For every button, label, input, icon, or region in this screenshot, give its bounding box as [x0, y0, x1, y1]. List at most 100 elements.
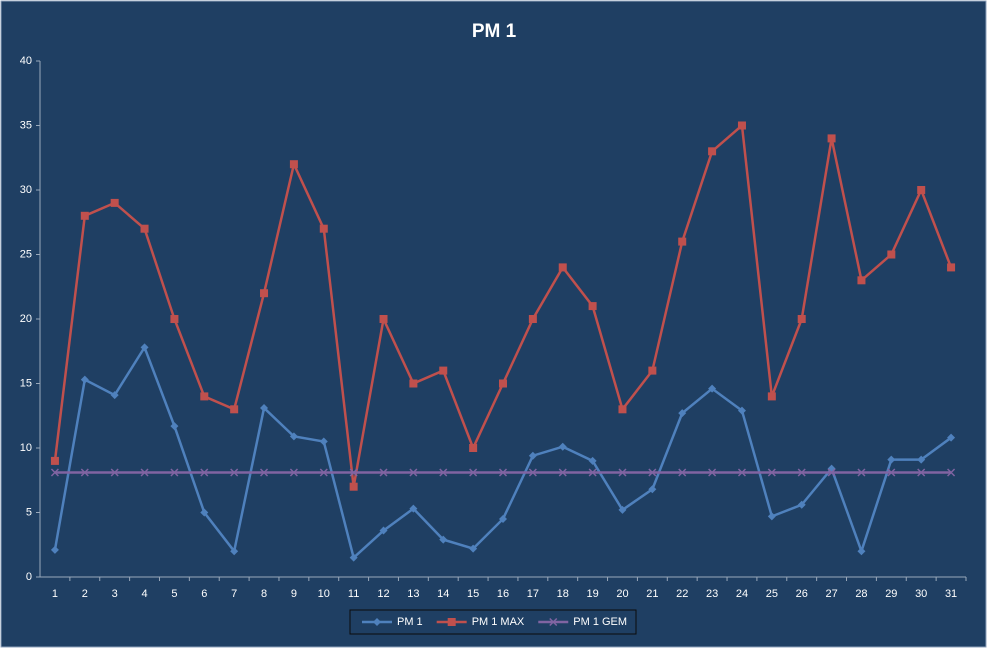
data-point — [260, 289, 269, 298]
data-point — [499, 379, 507, 388]
data-point — [80, 375, 89, 384]
data-point — [917, 186, 926, 194]
legend-label: PM 1 GEM — [573, 616, 627, 628]
y-tick-label: 5 — [26, 506, 32, 518]
data-point — [917, 468, 926, 477]
data-point — [110, 468, 119, 477]
data-point — [678, 237, 687, 246]
x-tick-label: 11 — [348, 588, 359, 600]
y-tick-label: 35 — [20, 119, 32, 131]
data-point — [558, 442, 567, 451]
data-point — [110, 198, 119, 207]
data-point — [887, 250, 896, 259]
data-point — [708, 468, 717, 477]
y-tick-label: 30 — [20, 184, 32, 196]
data-point — [708, 384, 717, 393]
data-point — [50, 456, 59, 465]
x-tick-label: 7 — [231, 588, 237, 600]
data-point — [528, 468, 537, 477]
legend-marker — [447, 618, 456, 626]
data-point — [618, 468, 627, 477]
data-point — [80, 211, 89, 220]
data-point — [648, 485, 657, 494]
data-point — [528, 451, 537, 460]
x-tick-label: 2 — [82, 588, 88, 600]
data-point — [588, 302, 597, 311]
data-point — [797, 315, 806, 323]
legend-marker — [373, 618, 381, 626]
data-point — [827, 134, 836, 143]
data-point — [200, 508, 209, 517]
data-point — [678, 409, 687, 418]
data-point — [708, 147, 717, 156]
data-point — [528, 315, 537, 323]
data-point — [349, 468, 358, 477]
x-tick-label: 3 — [112, 588, 118, 600]
y-tick-label: 15 — [20, 377, 32, 389]
data-point — [947, 468, 956, 477]
data-point — [588, 468, 597, 477]
legend-label: PM 1 MAX — [472, 616, 525, 628]
data-point — [648, 366, 657, 375]
x-tick-label: 30 — [915, 588, 927, 600]
data-point — [648, 468, 657, 477]
x-tick-label: 18 — [557, 588, 569, 600]
x-tick-label: 8 — [261, 588, 267, 600]
data-point — [439, 366, 448, 375]
data-point — [140, 343, 149, 352]
data-point — [379, 315, 388, 323]
data-point — [289, 160, 298, 169]
x-tick-label: 4 — [141, 588, 147, 600]
x-tick-label: 25 — [766, 588, 778, 600]
data-point — [857, 276, 866, 285]
y-tick-label: 40 — [20, 55, 32, 67]
data-point — [409, 504, 418, 513]
data-point — [170, 422, 179, 431]
data-point — [319, 224, 328, 233]
x-tick-label: 13 — [407, 588, 419, 600]
data-point — [140, 224, 149, 233]
y-tick-label: 25 — [20, 248, 32, 260]
x-tick-label: 22 — [676, 588, 688, 600]
data-point — [917, 455, 926, 464]
x-tick-label: 24 — [736, 588, 748, 600]
data-point — [200, 468, 209, 477]
data-point — [409, 379, 418, 388]
data-point — [230, 405, 239, 414]
data-point — [379, 526, 388, 535]
y-tick-label: 20 — [20, 313, 32, 325]
data-point — [827, 468, 836, 477]
legend-box — [349, 609, 637, 635]
x-tick-label: 21 — [646, 588, 658, 600]
legend-marker — [549, 617, 558, 627]
data-point — [230, 547, 239, 556]
data-point — [558, 263, 567, 272]
data-point — [797, 500, 806, 509]
data-point — [289, 432, 298, 441]
data-point — [947, 433, 956, 442]
x-tick-label: 17 — [527, 588, 539, 600]
data-point — [499, 514, 507, 523]
data-point — [767, 468, 776, 477]
x-tick-label: 14 — [437, 588, 449, 600]
legend-label: PM 1 — [397, 616, 423, 628]
x-tick-label: 12 — [377, 588, 389, 600]
x-tick-label: 16 — [497, 588, 509, 600]
data-point — [319, 437, 328, 446]
x-tick-label: 19 — [586, 588, 598, 600]
data-point — [260, 468, 269, 477]
data-point — [678, 468, 687, 477]
data-point — [737, 406, 746, 415]
data-point — [618, 505, 627, 514]
data-point — [319, 468, 328, 477]
data-point — [439, 468, 448, 477]
data-point — [140, 468, 149, 477]
data-point — [289, 468, 298, 477]
data-point — [439, 535, 448, 544]
data-point — [469, 444, 478, 452]
data-point — [767, 392, 776, 401]
x-tick-label: 1 — [52, 588, 58, 600]
data-point — [200, 392, 209, 401]
data-point — [737, 468, 746, 477]
